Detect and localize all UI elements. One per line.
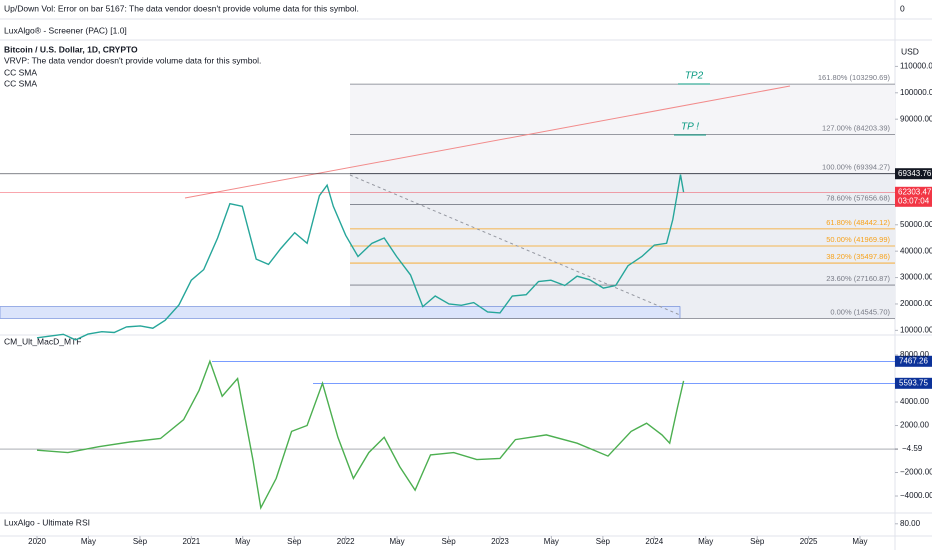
trend-line	[184, 85, 791, 199]
x-tick-label: Sep	[287, 537, 302, 546]
y-tick-label: 100000.00	[900, 88, 932, 97]
price-tag-label: 5593.75	[899, 378, 928, 387]
target-label: TP !	[681, 122, 699, 133]
x-tick-label: May	[852, 537, 867, 546]
y-tick-label: 110000.00	[900, 62, 932, 71]
status-value: 0	[900, 3, 905, 13]
series-line	[36, 359, 685, 510]
y-tick-label: 4000.00	[900, 397, 929, 406]
x-tick-label: Sep	[133, 537, 148, 546]
status-line: Up/Down Vol: Error on bar 5167: The data…	[4, 3, 359, 13]
last-value-label: −4.59	[902, 444, 923, 453]
indicator-label: CC SMA	[4, 78, 37, 88]
currency: USD	[901, 46, 919, 56]
countdown: 03:07:04	[898, 196, 930, 205]
fib-label: 23.60% (27160.87)	[826, 274, 890, 283]
y-tick-label: 50000.00	[900, 220, 932, 229]
price-tag	[895, 168, 932, 180]
y-tick-label: −2000.00	[900, 468, 932, 477]
y-tick-label: 2000.00	[900, 421, 929, 430]
pane-title: CM_Ult_MacD_MTF	[4, 336, 81, 346]
fib-label: 127.00% (84203.39)	[822, 123, 890, 132]
x-tick-label: 2025	[800, 537, 818, 546]
x-tick-label: May	[81, 537, 96, 546]
fib-label: 38.20% (35497.86)	[826, 252, 890, 261]
x-tick-label: May	[389, 537, 404, 546]
series-line	[36, 174, 685, 341]
x-tick-label: Sep	[596, 537, 611, 546]
x-tick-label: 2022	[337, 537, 355, 546]
price-tag	[895, 186, 932, 207]
indicator-label: CC SMA	[4, 67, 37, 77]
price-tag	[895, 377, 932, 389]
fib-label: 78.60% (57656.68)	[826, 194, 890, 203]
x-tick-label: May	[235, 537, 250, 546]
y-tick-label: 80.00	[900, 519, 921, 528]
x-tick-label: May	[698, 537, 713, 546]
y-tick-label: 90000.00	[900, 114, 932, 123]
fib-label: 161.80% (103290.69)	[818, 73, 891, 82]
indicator-label: VRVP: The data vendor doesn't provide vo…	[4, 55, 261, 65]
price-tag	[895, 355, 932, 367]
y-tick-label: 30000.00	[900, 273, 932, 282]
indicator-label: LuxAlgo® - Screener (PAC) [1.0]	[4, 25, 127, 35]
pane-title: LuxAlgo - Ultimate RSI	[4, 517, 90, 527]
price-tag-label: 7467.26	[899, 356, 928, 365]
x-tick-label: 2021	[182, 537, 200, 546]
x-tick-label: May	[544, 537, 559, 546]
y-tick-label: 40000.00	[900, 246, 932, 255]
x-tick-label: Sep	[441, 537, 456, 546]
x-tick-label: 2023	[491, 537, 509, 546]
y-tick-label: −4000.00	[900, 491, 932, 500]
y-tick-label: 20000.00	[900, 299, 932, 308]
fib-label: 61.80% (48442.12)	[826, 218, 890, 227]
x-tick-label: 2024	[645, 537, 663, 546]
y-tick-label: 8000.00	[900, 350, 929, 359]
x-tick-label: 2020	[28, 537, 46, 546]
y-tick-label: 10000.00	[900, 325, 932, 334]
x-tick-label: Sep	[750, 537, 765, 546]
symbol-title: Bitcoin / U.S. Dollar, 1D, CRYPTO	[4, 44, 138, 54]
fib-label: 100.00% (69394.27)	[822, 163, 890, 172]
price-tag-label: 62303.47	[898, 187, 932, 196]
fib-label: 0.00% (14545.70)	[830, 307, 890, 316]
fib-label: 50.00% (41969.99)	[826, 235, 890, 244]
target-label: TP2	[685, 71, 704, 82]
price-tag-label: 69343.76	[898, 169, 932, 178]
support-band	[0, 306, 681, 319]
